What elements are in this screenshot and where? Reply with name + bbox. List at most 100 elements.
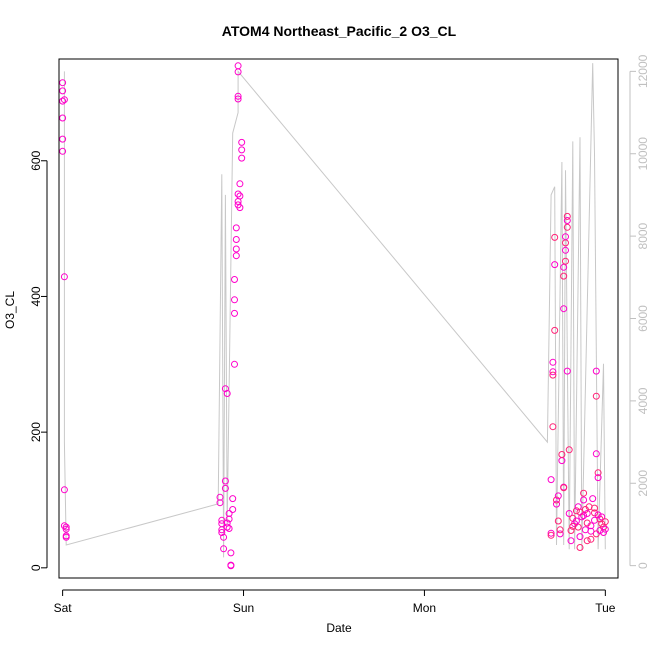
data-point	[232, 252, 240, 260]
data-point	[594, 474, 602, 482]
data-point	[594, 511, 602, 519]
data-point	[583, 510, 591, 517]
data-point	[587, 535, 595, 543]
data-point	[231, 276, 238, 283]
data-point	[580, 496, 588, 504]
data-point	[560, 272, 568, 280]
data-point	[547, 476, 555, 484]
x-tick-label: Sun	[233, 601, 254, 615]
data-point	[549, 368, 557, 376]
y2-tick-label: 4000	[636, 387, 650, 414]
data-point	[592, 392, 600, 400]
data-point	[225, 515, 233, 523]
data-point	[583, 519, 591, 527]
data-point	[592, 450, 600, 458]
data-point	[234, 190, 242, 198]
data-point	[232, 224, 240, 232]
data-point	[236, 204, 244, 212]
data-point	[598, 520, 606, 528]
data-point	[574, 523, 582, 531]
data-point	[601, 525, 609, 533]
data-point	[547, 531, 555, 539]
data-point	[549, 423, 557, 431]
data-point	[565, 446, 573, 454]
data-point	[236, 180, 244, 188]
data-point	[576, 544, 584, 551]
x-axis-label: Date	[326, 621, 352, 635]
data-point	[565, 510, 573, 517]
data-point	[59, 79, 67, 87]
data-point	[221, 385, 229, 393]
y-tick-label: 200	[29, 422, 43, 442]
data-point	[563, 217, 571, 224]
data-point	[560, 305, 568, 313]
data-point	[553, 496, 560, 504]
y2-tick-label: 8000	[636, 222, 650, 249]
data-point	[216, 499, 224, 507]
data-point	[553, 500, 560, 508]
data-point	[221, 477, 229, 485]
data-point	[231, 360, 238, 368]
data-point	[596, 515, 604, 523]
data-point	[234, 68, 242, 76]
data-point	[62, 533, 70, 541]
data-point	[563, 367, 571, 375]
data-point	[578, 513, 586, 521]
data-point	[232, 245, 240, 253]
data-point	[562, 246, 569, 254]
data-point	[598, 513, 606, 521]
y-axis-label: O3_CL	[3, 291, 17, 329]
data-point	[238, 154, 246, 162]
data-point	[583, 537, 591, 545]
data-point	[62, 523, 70, 531]
data-point	[60, 522, 68, 530]
data-point	[216, 493, 224, 501]
plot-frame	[58, 58, 619, 579]
axes-layer: Sat Sun Mon Tue0200400600020004000600080001…	[29, 54, 650, 614]
data-point	[576, 533, 584, 541]
data-point	[567, 537, 575, 545]
data-point	[223, 523, 231, 531]
data-point	[220, 533, 228, 541]
data-point	[236, 192, 244, 200]
secondary-series-line	[63, 63, 606, 558]
data-point	[227, 562, 235, 570]
data-point	[560, 263, 568, 271]
data-point	[218, 516, 226, 524]
data-point	[547, 529, 555, 537]
data-point	[59, 87, 67, 95]
data-point	[572, 507, 580, 515]
data-point	[60, 486, 68, 494]
data-point	[587, 527, 595, 535]
secondary-line-layer	[63, 63, 606, 558]
y2-tick-label: 12000	[636, 54, 650, 88]
data-point	[62, 525, 70, 533]
x-tick-label: Sat	[54, 601, 73, 615]
data-point	[229, 495, 237, 503]
data-point	[549, 371, 557, 379]
data-point	[229, 506, 237, 513]
points-layer	[59, 62, 609, 570]
y2-tick-label: 0	[636, 562, 650, 569]
data-point	[580, 489, 588, 497]
data-point	[592, 367, 600, 375]
data-point	[562, 233, 569, 241]
x-tick-label: Mon	[413, 601, 436, 615]
data-point	[556, 530, 564, 538]
data-point	[238, 138, 246, 146]
data-point	[59, 135, 67, 143]
data-point	[223, 390, 231, 397]
data-point	[551, 233, 559, 241]
data-point	[554, 517, 562, 525]
data-point	[554, 492, 562, 500]
y2-tick-label: 10000	[636, 137, 650, 171]
data-point	[220, 545, 228, 553]
data-point	[59, 97, 67, 105]
data-point	[234, 62, 242, 70]
data-point	[238, 146, 246, 154]
data-point	[591, 504, 598, 512]
data-point	[59, 147, 67, 155]
data-point	[563, 223, 571, 231]
